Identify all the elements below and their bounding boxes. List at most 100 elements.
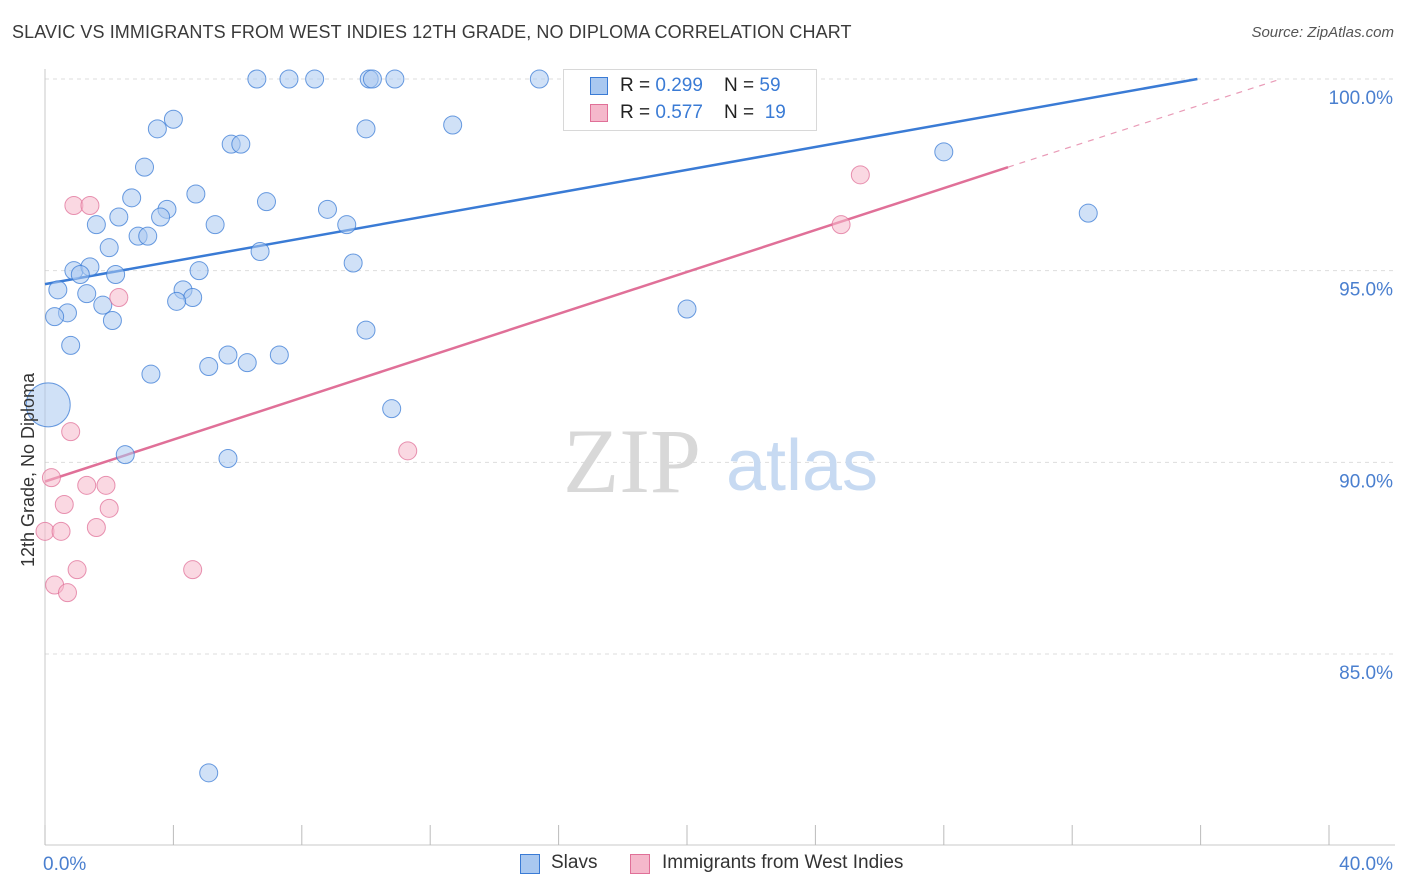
point-slavs: [385, 69, 405, 89]
trend-line-slavs: [44, 77, 1198, 286]
trend-line-west-indies-extension: [1007, 78, 1282, 168]
point-slavs: [343, 253, 363, 273]
legend-text-west-indies: R = 0.577 N = 19: [620, 102, 786, 124]
point-slavs: [305, 69, 325, 89]
point-slavs: [218, 449, 238, 468]
r-value: 0.577: [655, 102, 703, 123]
point-slavs: [337, 215, 357, 235]
n-label: N =: [724, 102, 760, 123]
point-west-indies: [80, 196, 100, 215]
point-slavs: [250, 242, 270, 261]
y-tick-label: 90.0%: [1339, 471, 1393, 492]
stats-legend: R = 0.299 N = 59 R = 0.577 N = 19: [563, 69, 817, 131]
y-tick-label: 85.0%: [1339, 663, 1393, 684]
r-label: R =: [620, 75, 656, 96]
point-slavs: [167, 291, 187, 311]
series-swatch-west-indies: [630, 854, 650, 874]
point-slavs: [189, 261, 209, 281]
point-west-indies: [61, 422, 81, 442]
x-tick-label-right: 40.0%: [1339, 854, 1393, 875]
watermark-atlas: atlas: [726, 426, 878, 506]
point-slavs: [70, 265, 90, 284]
watermark-zip: ZIP: [563, 410, 701, 512]
n-label: N =: [724, 75, 760, 96]
y-tick-label: 95.0%: [1339, 280, 1393, 301]
point-slavs: [25, 382, 71, 428]
point-slavs: [279, 69, 299, 89]
point-slavs: [102, 311, 122, 330]
point-slavs: [218, 345, 238, 365]
point-west-indies: [99, 498, 119, 518]
y-axis-title: 12th Grade, No Diploma: [18, 372, 38, 567]
point-west-indies: [64, 196, 84, 215]
legend-swatch-west-indies: [590, 104, 608, 122]
point-west-indies: [35, 521, 55, 541]
series-label-slavs: Slavs: [551, 852, 598, 873]
source-label: Source: ZipAtlas.com: [1251, 24, 1394, 41]
point-slavs: [45, 307, 65, 327]
point-slavs: [186, 184, 206, 204]
point-west-indies: [109, 288, 129, 307]
point-slavs: [183, 288, 203, 307]
point-slavs: [677, 299, 697, 319]
r-label: R =: [620, 102, 656, 123]
series-legend: Slavs Immigrants from West Indies: [0, 852, 1406, 882]
point-slavs: [934, 142, 954, 162]
point-slavs: [61, 335, 81, 355]
point-slavs: [443, 115, 463, 135]
point-slavs: [199, 357, 219, 376]
point-slavs: [99, 238, 119, 258]
point-west-indies: [183, 560, 203, 580]
legend-row-west-indies: R = 0.577 N = 19: [564, 100, 816, 126]
point-slavs: [1078, 203, 1098, 223]
watermark: ZIP atlas: [563, 410, 878, 512]
point-slavs: [86, 215, 106, 235]
point-slavs: [151, 207, 171, 227]
point-west-indies: [86, 518, 106, 537]
data-points: [25, 69, 1098, 783]
point-slavs: [256, 192, 276, 212]
n-value: 59: [759, 75, 781, 96]
point-west-indies: [77, 475, 97, 495]
point-slavs: [356, 119, 376, 139]
point-west-indies: [41, 468, 61, 488]
point-west-indies: [57, 583, 77, 603]
point-west-indies: [96, 475, 116, 495]
n-value: 19: [764, 102, 786, 123]
point-slavs: [205, 215, 225, 235]
point-west-indies: [398, 441, 418, 461]
series-swatch-slavs: [520, 854, 540, 874]
axes: [44, 69, 1395, 846]
r-value: 0.299: [655, 75, 703, 96]
point-slavs: [356, 320, 376, 340]
point-west-indies: [54, 495, 74, 514]
point-slavs: [141, 364, 161, 384]
point-west-indies: [831, 215, 851, 235]
point-slavs: [317, 199, 337, 219]
point-slavs: [199, 763, 219, 783]
axis-labels: 100.0% 95.0% 90.0% 85.0% 0.0% 40.0% 12th Grade…: [18, 88, 1393, 875]
point-slavs: [247, 69, 267, 89]
chart-title: SLAVIC VS IMMIGRANTS FROM WEST INDIES 12…: [12, 22, 852, 42]
point-slavs: [138, 226, 158, 246]
point-slavs: [362, 69, 382, 89]
point-slavs: [163, 109, 183, 129]
legend-row-slavs: R = 0.299 N = 59: [564, 73, 816, 99]
point-slavs: [48, 280, 68, 300]
point-slavs: [106, 265, 126, 284]
point-slavs: [109, 207, 129, 227]
legend-text-slavs: R = 0.299 N = 59: [620, 75, 781, 97]
point-slavs: [93, 295, 113, 315]
point-slavs: [529, 69, 549, 89]
point-slavs: [237, 353, 257, 373]
point-slavs: [122, 188, 142, 208]
point-west-indies: [850, 165, 870, 185]
x-tick-label-left: 0.0%: [43, 854, 86, 875]
point-west-indies: [67, 560, 87, 580]
y-tick-label: 100.0%: [1329, 88, 1394, 109]
legend-swatch-slavs: [590, 77, 608, 95]
point-slavs: [135, 157, 155, 177]
series-label-west-indies: Immigrants from West Indies: [662, 852, 904, 873]
point-slavs: [231, 134, 251, 154]
